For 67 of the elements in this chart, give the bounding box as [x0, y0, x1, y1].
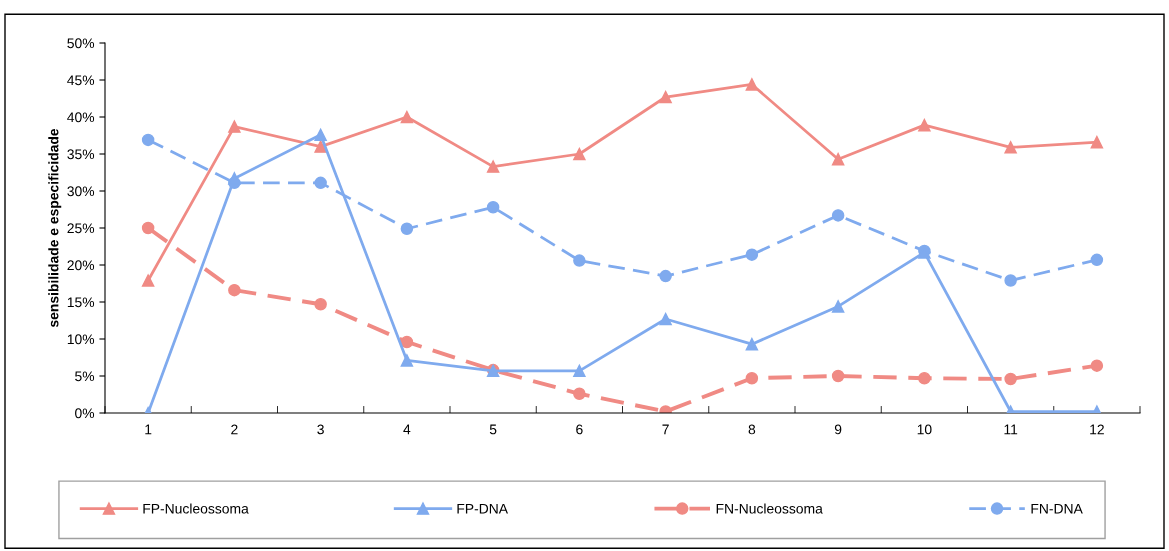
legend-label: FP-Nucleossoma [143, 503, 249, 514]
point [573, 387, 586, 401]
y-tick-label: 10% [67, 334, 95, 345]
point [141, 274, 155, 287]
x-tick-label: 8 [748, 424, 756, 435]
point [745, 337, 759, 351]
point [400, 110, 414, 124]
x-tick-label: 12 [1090, 424, 1104, 435]
legend-label: FP-DNA [457, 503, 508, 514]
point [486, 160, 500, 173]
x-tick-label: 5 [489, 424, 497, 435]
point [1004, 274, 1017, 287]
y-tick-label: 15% [67, 297, 95, 308]
y-tick-label: 5% [75, 371, 95, 382]
point [918, 371, 931, 385]
point [141, 133, 155, 147]
point [141, 221, 155, 235]
point [314, 140, 327, 153]
point [573, 364, 586, 378]
point [831, 369, 845, 383]
point [831, 209, 845, 222]
point [659, 90, 672, 104]
point [400, 335, 414, 349]
y-axis-title: sensibilidade e especificidade [48, 128, 62, 328]
y-tick-label: 50% [67, 38, 95, 49]
y-tick-label: 45% [67, 75, 95, 86]
x-tick-label: 9 [834, 424, 842, 435]
y-tick-label: 30% [67, 186, 95, 197]
x-tick-label: 1 [145, 424, 152, 435]
point [314, 128, 327, 142]
point [573, 254, 586, 267]
point [228, 120, 241, 133]
point [831, 152, 845, 166]
point [1090, 359, 1104, 372]
point [659, 269, 672, 283]
point [1090, 135, 1104, 149]
x-tick-label: 10 [917, 424, 932, 435]
y-tick-label: 25% [67, 223, 95, 234]
x-tick-label: 3 [317, 424, 324, 435]
point [314, 176, 327, 190]
y-tick-label: 35% [67, 149, 95, 160]
point [573, 147, 586, 161]
legend-label: FN-DNA [1031, 503, 1083, 514]
point [486, 201, 500, 214]
point [400, 354, 414, 367]
x-tick-label: 2 [231, 424, 238, 435]
y-tick-label: 0% [75, 408, 95, 419]
point [918, 118, 931, 132]
point [400, 222, 414, 235]
point [1004, 141, 1017, 154]
legend-label: FN-Nucleossoma [716, 503, 823, 514]
y-tick-label: 20% [67, 260, 95, 271]
point [228, 283, 241, 297]
x-tick-label: 6 [576, 424, 583, 435]
point [1004, 372, 1017, 386]
point [228, 172, 241, 185]
point [831, 300, 845, 313]
point [314, 297, 327, 311]
point [1090, 253, 1104, 267]
point [745, 371, 759, 385]
point [659, 312, 672, 326]
point [745, 78, 759, 91]
x-tick-label: 4 [403, 424, 411, 435]
x-tick-label: 11 [1004, 424, 1018, 435]
x-tick-label: 7 [662, 424, 669, 435]
point [745, 248, 759, 261]
y-tick-label: 40% [67, 112, 95, 123]
